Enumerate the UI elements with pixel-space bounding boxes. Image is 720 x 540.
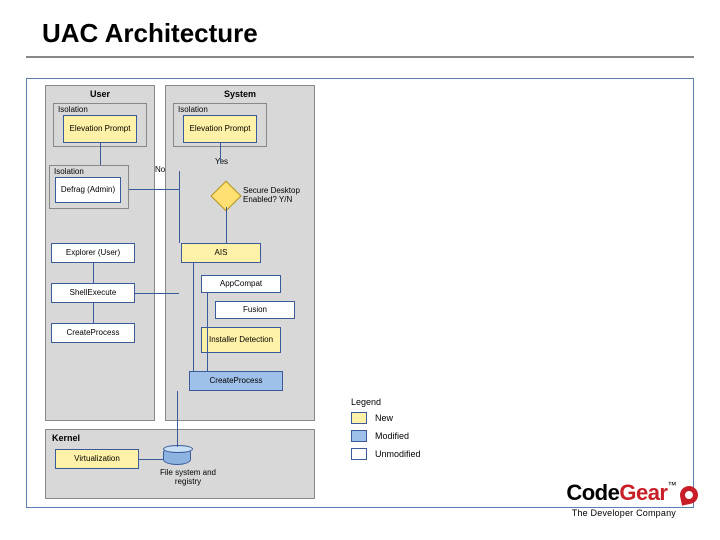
- panel-system-label: System: [166, 89, 314, 99]
- title-underline: [26, 56, 694, 58]
- logo-tm: ™: [668, 480, 677, 490]
- box-ais: AIS: [181, 243, 261, 263]
- isolation-defrag-label: Isolation: [54, 167, 84, 176]
- legend-swatch-new: [351, 412, 367, 424]
- panel-user-label: User: [46, 89, 154, 99]
- label-yes: Yes: [215, 157, 228, 166]
- legend-label-new: New: [375, 413, 393, 423]
- codegear-logo: CodeGear™: [566, 480, 676, 506]
- box-elev-prompt-user: Elevation Prompt: [63, 115, 137, 143]
- legend-title: Legend: [351, 397, 481, 407]
- arrow: [139, 459, 163, 460]
- arrow: [207, 293, 208, 371]
- db-icon: [163, 447, 191, 465]
- box-fusion: Fusion: [215, 301, 295, 319]
- uac-diagram: User System Kernel Isolation Isolation E…: [45, 85, 345, 501]
- legend-label-modified: Modified: [375, 431, 409, 441]
- legend-swatch-unmodified: [351, 448, 367, 460]
- isolation-system-label: Isolation: [178, 105, 208, 114]
- fs-registry-label: File system and registry: [153, 469, 223, 487]
- isolation-user-label: Isolation: [58, 105, 88, 114]
- legend-row-new: New: [351, 409, 481, 427]
- box-appcompat: AppCompat: [201, 275, 281, 293]
- box-createprocess-system: CreateProcess: [189, 371, 283, 391]
- logo-subtitle: The Developer Company: [572, 508, 676, 518]
- box-defrag: Defrag (Admin): [55, 177, 121, 203]
- arrow: [226, 207, 227, 243]
- arrow: [93, 303, 94, 323]
- logo-code: Code: [566, 480, 619, 505]
- arrow: [179, 171, 180, 243]
- legend-swatch-modified: [351, 430, 367, 442]
- legend-row-modified: Modified: [351, 427, 481, 445]
- arrow: [193, 263, 194, 371]
- arrow: [135, 293, 179, 294]
- arrow: [177, 391, 178, 447]
- legend: Legend New Modified Unmodified: [351, 397, 481, 473]
- box-createprocess-user: CreateProcess: [51, 323, 135, 343]
- arrow: [220, 143, 221, 163]
- panel-kernel-label: Kernel: [46, 433, 314, 443]
- legend-label-unmodified: Unmodified: [375, 449, 421, 459]
- box-explorer: Explorer (User): [51, 243, 135, 263]
- diagram-frame: User System Kernel Isolation Isolation E…: [26, 78, 694, 508]
- box-elev-prompt-system: Elevation Prompt: [183, 115, 257, 143]
- box-virtualization: Virtualization: [55, 449, 139, 469]
- logo-gear: Gear: [619, 480, 667, 505]
- arrow: [93, 263, 94, 283]
- arrow: [100, 143, 101, 165]
- box-shellexecute: ShellExecute: [51, 283, 135, 303]
- page-title: UAC Architecture: [42, 18, 258, 49]
- box-installer-detection: Installer Detection: [201, 327, 281, 353]
- decision-text: Secure Desktop Enabled? Y/N: [243, 187, 313, 205]
- label-no: No: [155, 165, 165, 174]
- legend-row-unmodified: Unmodified: [351, 445, 481, 463]
- arrow: [129, 189, 179, 190]
